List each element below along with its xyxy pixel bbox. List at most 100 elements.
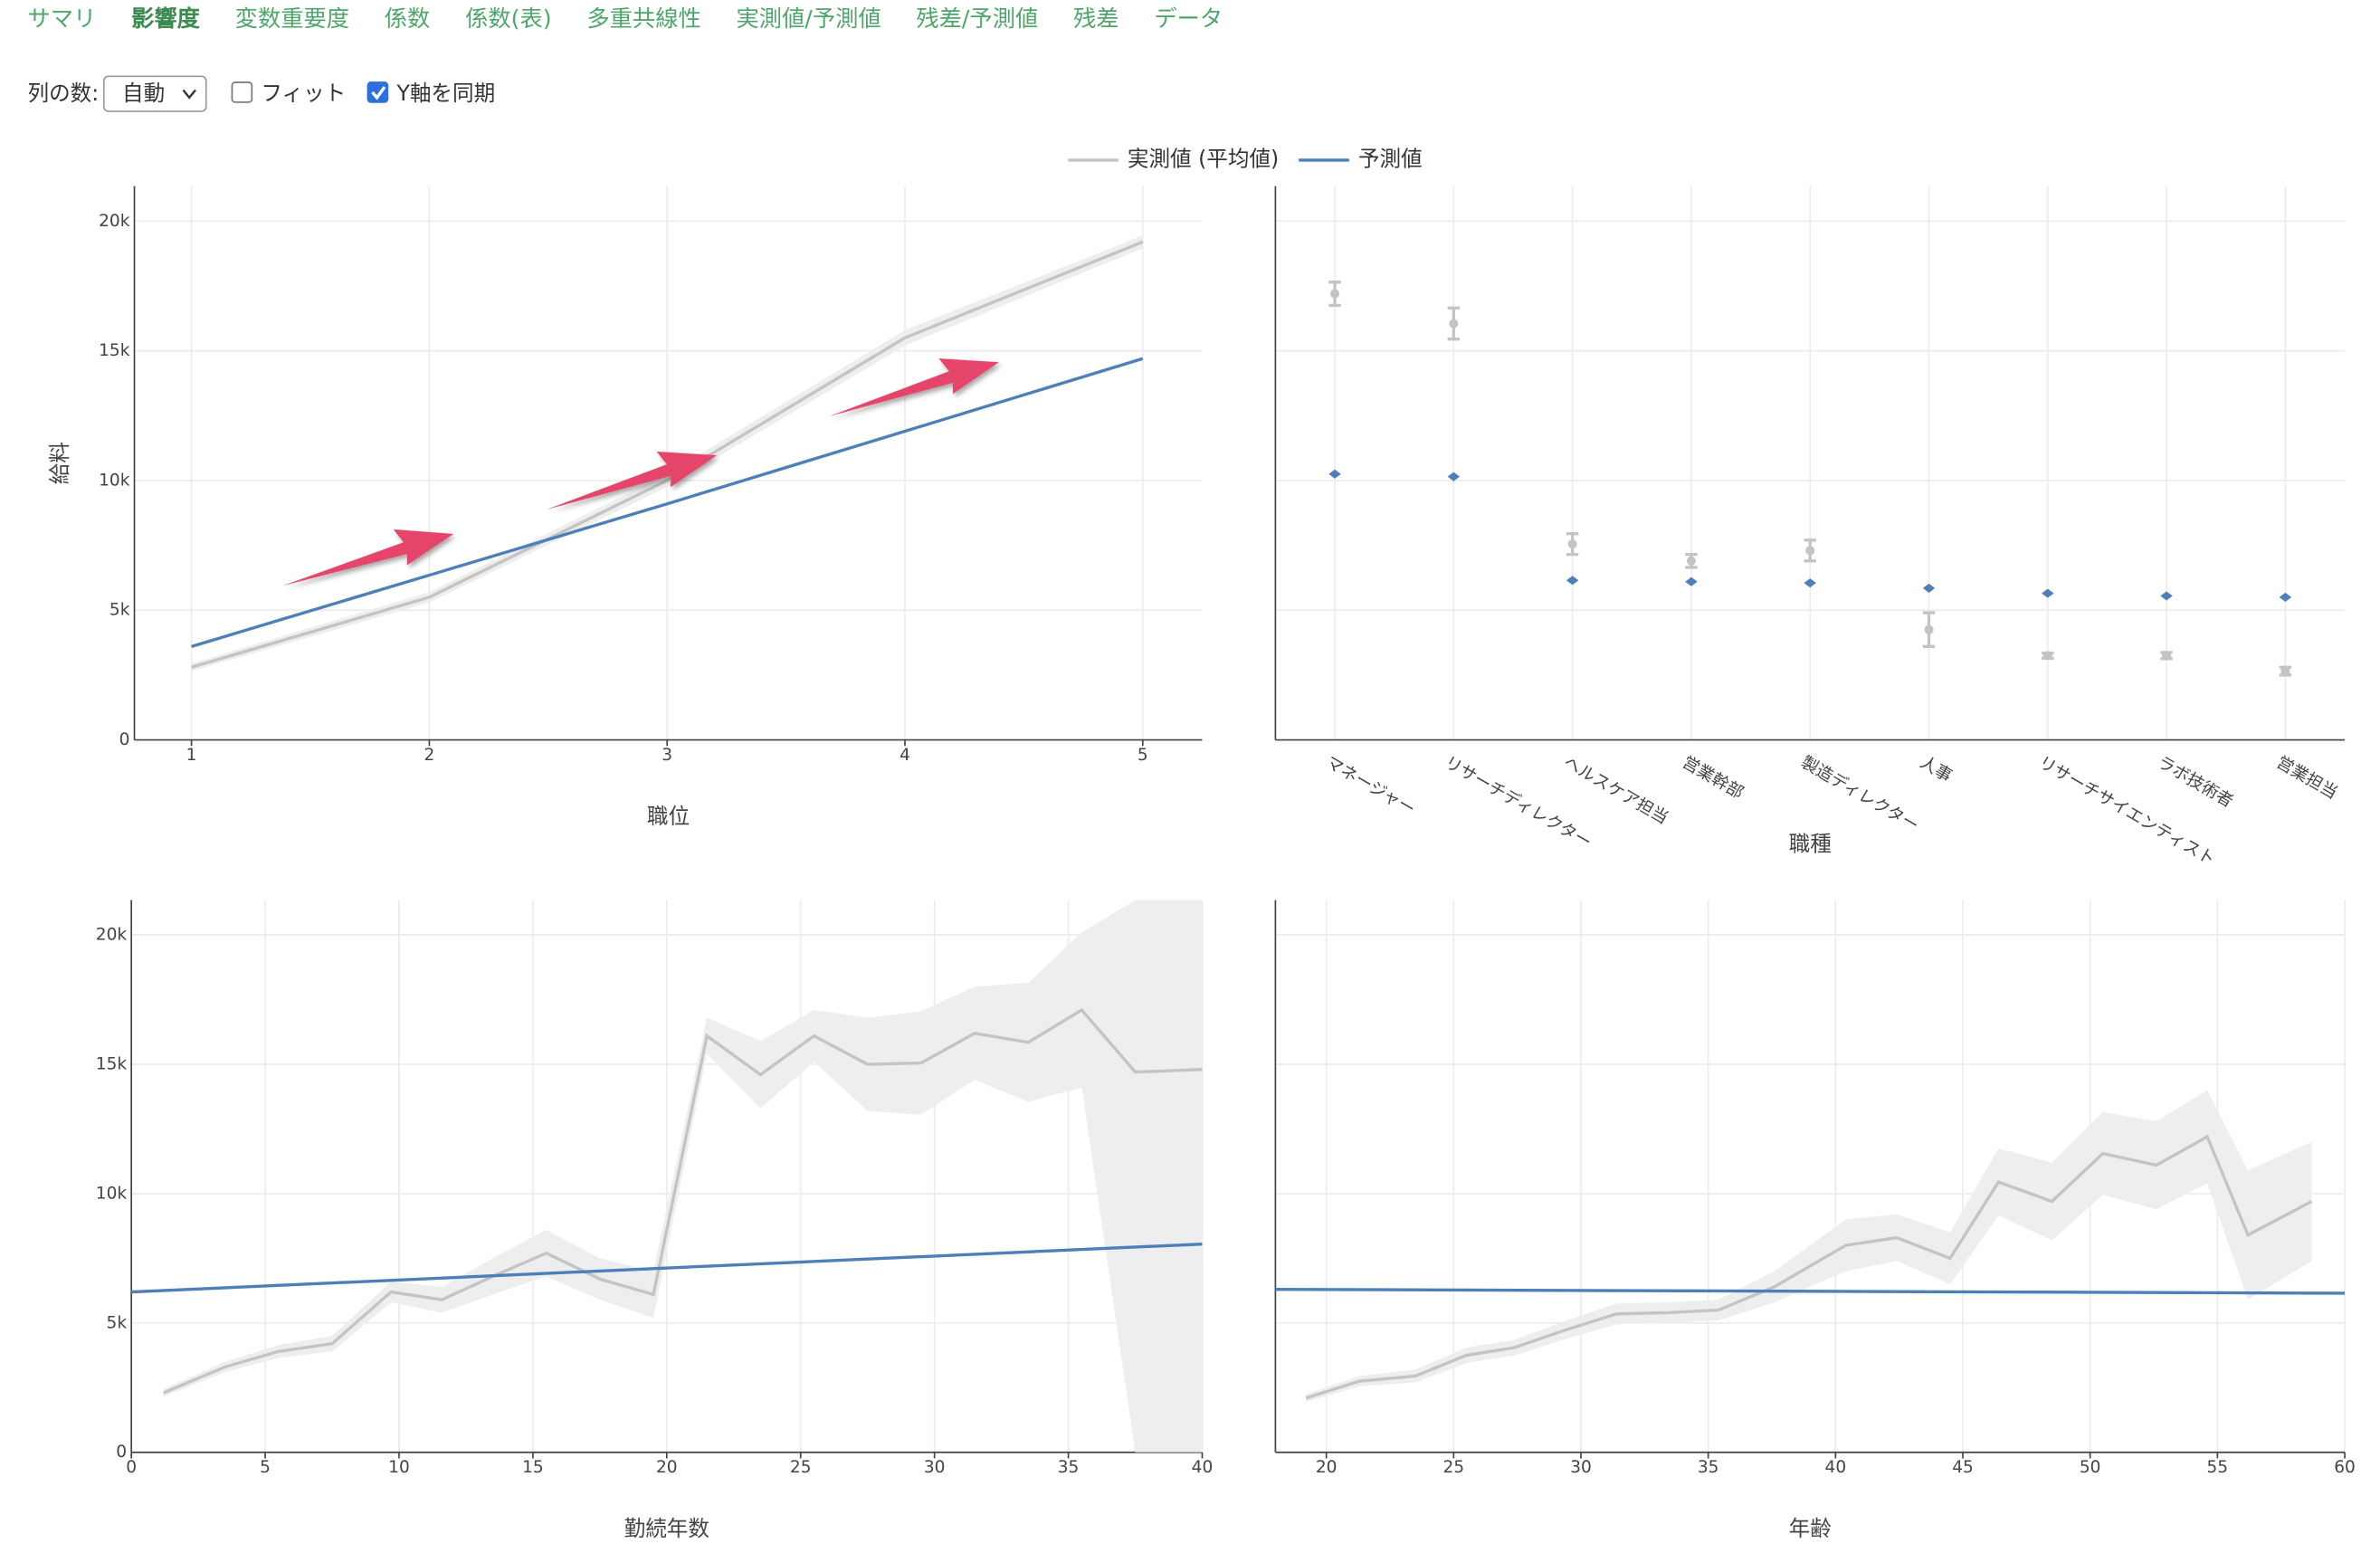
x-tick-label: 35 (1698, 1458, 1719, 1477)
actual-marker (2280, 666, 2290, 676)
sync-y-label: Y軸を同期 (395, 81, 495, 106)
actual-marker (2162, 651, 2172, 661)
check (371, 86, 386, 100)
legend-label: 予測値 (1358, 146, 1423, 171)
actual-marker (1686, 556, 1696, 566)
x-axis-label: 年齢 (1789, 1516, 1832, 1541)
x-axis-label: 職位 (647, 804, 690, 829)
x-tick-label: 50 (2080, 1458, 2101, 1477)
plot-area (1328, 281, 2292, 677)
x-tick-label: 4 (900, 746, 910, 765)
x-tick-label: マネージャー (1322, 753, 1418, 819)
actual-marker (1329, 289, 1340, 299)
x-axis-label: 勤続年数 (624, 1516, 709, 1541)
y-tick-label: 5k (109, 601, 130, 620)
x-tick-label: 営業担当 (2273, 753, 2341, 803)
series-line (1305, 1134, 2313, 1400)
actual-marker (2042, 651, 2052, 661)
arrow (282, 529, 454, 586)
tab[interactable]: 係数(表) (465, 5, 552, 32)
tab[interactable]: 係数 (385, 5, 431, 32)
predicted-marker (1566, 576, 1579, 586)
y-tick-label: 5k (107, 1313, 128, 1332)
columns-label: 列の数: (28, 81, 100, 106)
predicted-marker (1922, 583, 1936, 593)
y-tick-label: 15k (99, 341, 130, 360)
arrow (828, 358, 999, 417)
y-tick-label: 20k (96, 926, 128, 945)
x-tick-label: 35 (1058, 1458, 1080, 1477)
series-line (191, 240, 1144, 669)
x-tick-label: 1 (186, 746, 197, 765)
x-tick-label: 55 (2207, 1458, 2229, 1477)
x-tick-label: 30 (924, 1458, 946, 1477)
arrow (547, 451, 718, 510)
y-tick-label: 10k (99, 471, 130, 490)
tab[interactable]: 多重共線性 (586, 5, 700, 32)
x-tick-label: 40 (1825, 1458, 1847, 1477)
x-tick-label: 40 (1192, 1458, 1214, 1477)
series-line (191, 357, 1144, 648)
predicted-marker (1804, 578, 1816, 588)
x-tick-label: 15 (522, 1458, 544, 1477)
select-chevron (182, 89, 196, 100)
tab[interactable]: 影響度 (131, 5, 201, 32)
y-tick-label: 10k (96, 1184, 128, 1203)
x-tick-label: 10 (388, 1458, 410, 1477)
x-tick-label: 2 (424, 746, 434, 765)
series-line (131, 1242, 1203, 1294)
predicted-marker (2042, 588, 2054, 598)
plot-area (191, 235, 1144, 672)
actual-marker (1924, 624, 1934, 634)
columns-value: 自動 (122, 81, 165, 106)
tab[interactable]: サマリ (28, 5, 97, 32)
x-tick-label: 20 (1316, 1458, 1338, 1477)
confidence-band (191, 235, 1143, 672)
x-tick-label: 5 (1138, 746, 1148, 765)
y-tick-label: 0 (119, 730, 130, 749)
x-tick-label: 製造ディレクター (1798, 753, 1922, 835)
x-tick-label: 0 (126, 1458, 137, 1477)
tab[interactable]: 実測値/予測値 (737, 5, 881, 32)
y-tick-label: 0 (116, 1443, 127, 1462)
tab[interactable]: データ (1154, 5, 1223, 32)
x-tick-label: ラボ技術者 (2154, 753, 2236, 812)
x-tick-label: 人事 (1917, 753, 1956, 786)
fit-checkbox[interactable] (231, 81, 253, 103)
tab[interactable]: 変数重要度 (235, 5, 349, 32)
y-tick-label: 15k (96, 1055, 128, 1074)
tab[interactable]: 残差 (1073, 5, 1119, 32)
x-tick-label: 45 (1952, 1458, 1974, 1477)
columns-select[interactable] (102, 75, 207, 112)
chart: 0 5k 10k 15k 20k 0 5 10 15 20 25 30 35 40 勤続年数 (96, 900, 1214, 1541)
x-tick-label: 5 (260, 1458, 271, 1477)
y-tick-label: 20k (99, 212, 130, 231)
predicted-marker (2160, 591, 2173, 601)
x-axis-label: 職種 (1789, 831, 1832, 856)
x-tick-label: 3 (662, 746, 672, 765)
actual-marker (1805, 546, 1815, 556)
predicted-marker (1328, 469, 1341, 479)
chart: 0 5k 10k 15k 20k 1 2 3 4 5 職位 給料 (47, 186, 1203, 829)
predicted-marker (1685, 576, 1698, 586)
x-tick-label: 20 (656, 1458, 678, 1477)
series-line (163, 1007, 1203, 1395)
plot-area (1275, 1090, 2346, 1403)
x-tick-label: 25 (1443, 1458, 1465, 1477)
tab-bar: サマリ 影響度 変数重要度 係数 係数(表) 多重共線性 実測値/予測値 残差/予測値 残差 デー… (28, 5, 1223, 32)
series-line (1275, 1287, 2346, 1295)
fit-label: フィット (261, 81, 346, 106)
chart: 20 25 30 35 40 45 50 55 60 年齢 (1274, 900, 2356, 1541)
confidence-band (163, 900, 1203, 1453)
predicted-marker (2279, 592, 2292, 602)
actual-marker (1449, 319, 1459, 329)
x-tick-label: ヘルスケア担当 (1560, 753, 1671, 828)
controls: 列の数: 自動 フィット Y軸を同期 (28, 75, 495, 112)
sync-y-checkbox[interactable] (367, 81, 389, 103)
x-tick-label: 30 (1570, 1458, 1592, 1477)
tab[interactable]: 残差/予測値 (916, 5, 1038, 32)
confidence-band (1306, 1090, 2312, 1403)
